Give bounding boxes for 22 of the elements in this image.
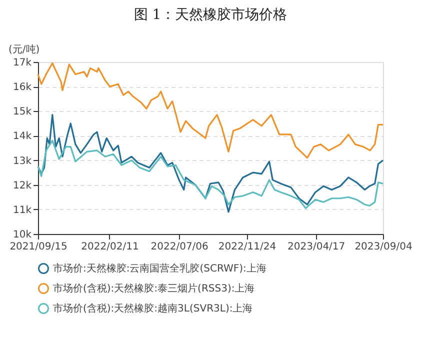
y-tick-label: 13k [12, 156, 32, 167]
legend-label: 市场价(含税):天然橡胶:越南3L(SVR3L):上海 [53, 302, 253, 314]
legend-label: 市场价:天然橡胶:云南国营全乳胶(SCRWF):上海 [53, 262, 266, 274]
y-axis-title: (元/吨) [8, 44, 40, 56]
y-tick-label: 11k [12, 204, 32, 216]
x-tick-label: 2022/11/24 [218, 242, 276, 252]
y-tick-label: 17k [12, 58, 32, 68]
line-series [37, 114, 384, 213]
legend-label: 市场价(含税):天然橡胶:泰三烟片(RSS3):上海 [53, 282, 255, 294]
line-series [37, 62, 384, 159]
y-tick-label: 15k [12, 106, 32, 118]
x-tick-label: 2022/07/06 [150, 242, 208, 252]
y-tick-label: 16k [12, 82, 32, 94]
y-tick-label: 12k [12, 180, 32, 192]
y-tick-label: 10k [12, 230, 32, 240]
x-tick-label: 2023/09/04 [354, 242, 412, 252]
chart-title: 图 1：天然橡胶市场价格 [134, 7, 288, 23]
y-tick-label: 14k [12, 131, 32, 142]
line-series [37, 140, 384, 209]
x-tick-label: 2022/02/11 [81, 242, 139, 252]
x-tick-label: 2023/04/17 [288, 242, 346, 252]
x-tick-label: 2021/09/15 [10, 242, 68, 252]
